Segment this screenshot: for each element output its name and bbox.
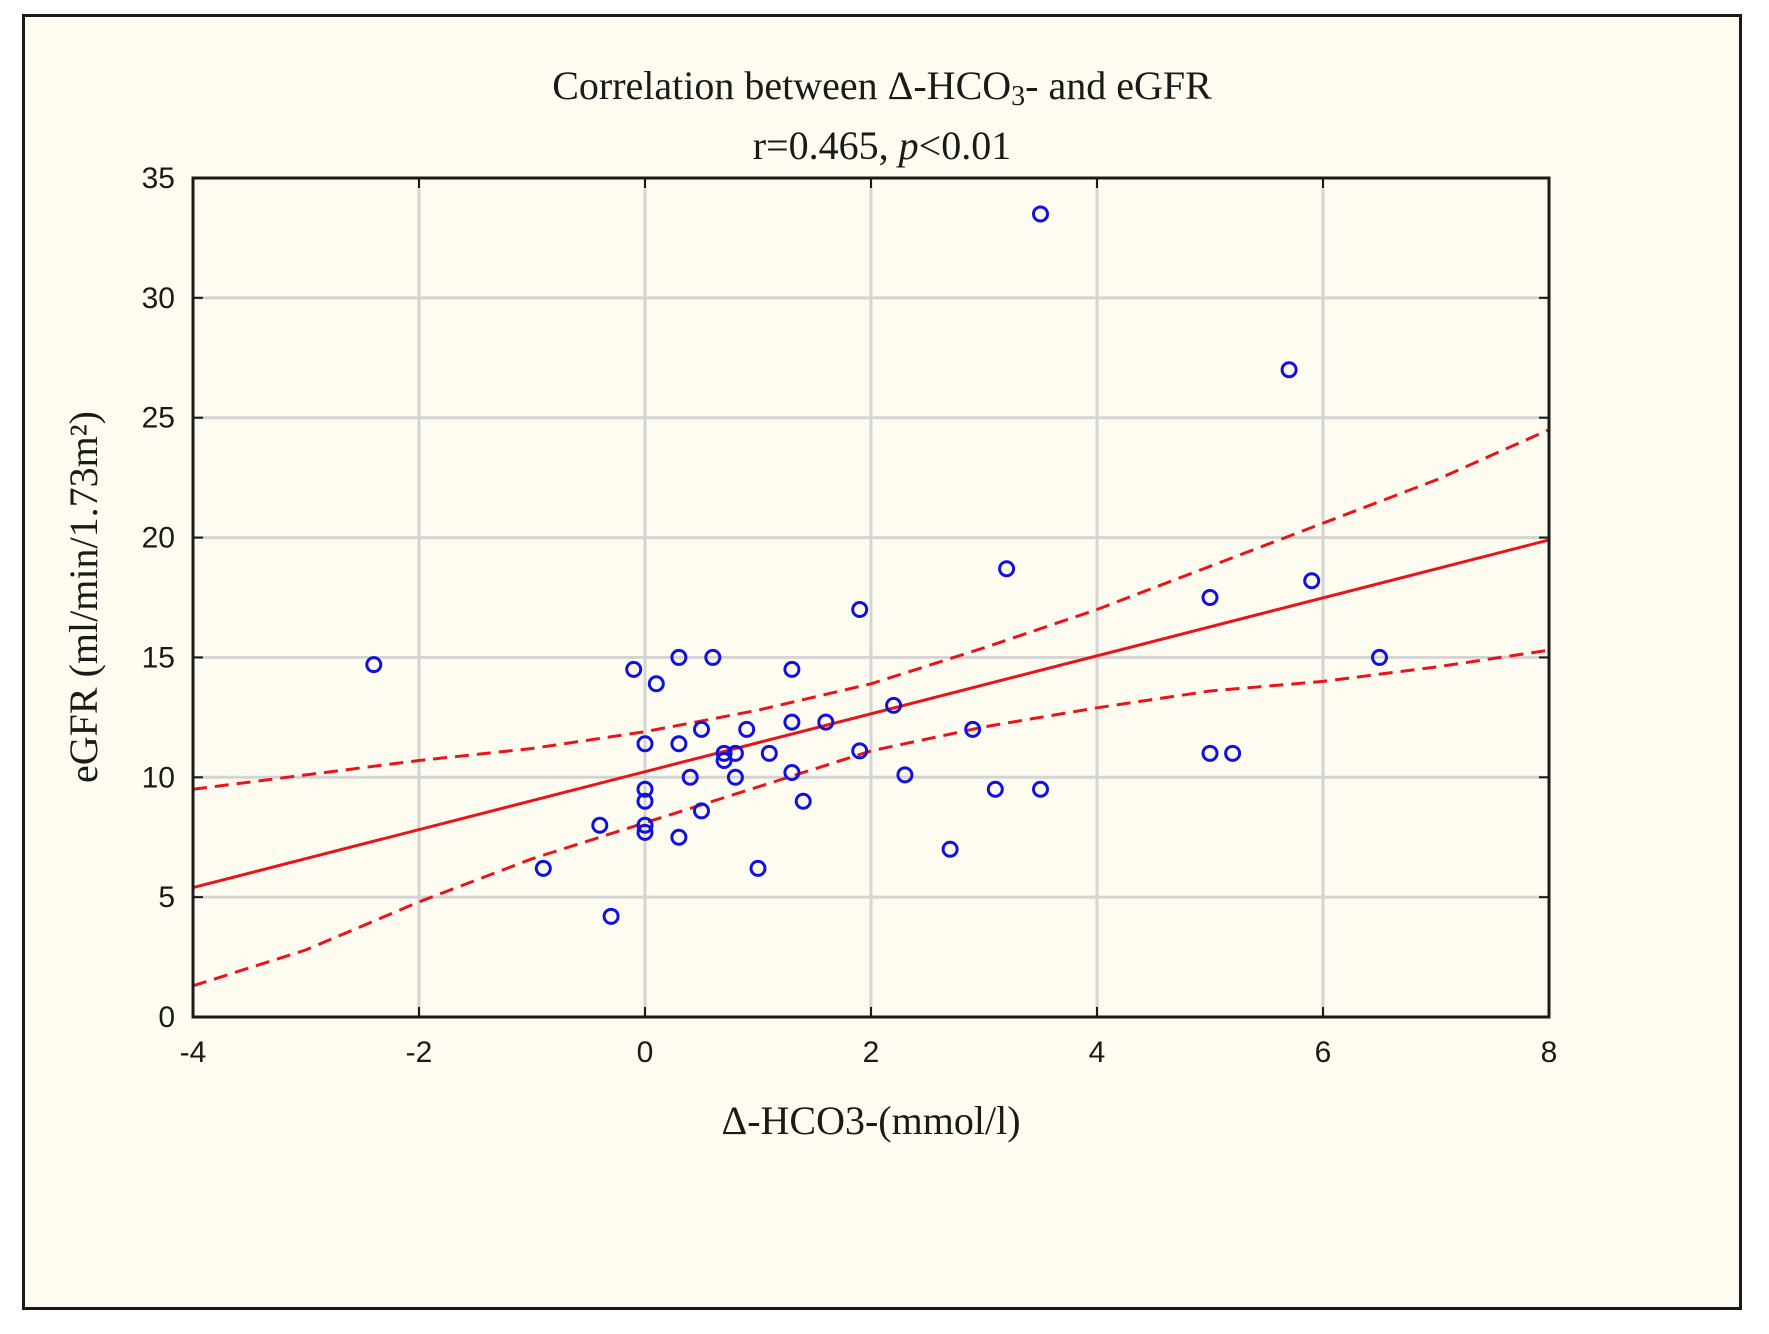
data-point (794, 792, 812, 810)
axis-ticks: -4 -2 0 2 4 6 8 0 5 10 15 20 25 30 35 (142, 162, 1558, 1069)
data-point (1224, 744, 1242, 762)
data-point (986, 780, 1004, 798)
chart-title: Correlation between Δ-HCO3- and eGFR (552, 63, 1212, 112)
y-tick-label: 35 (142, 162, 175, 195)
chart-frame: Correlation between Δ-HCO3- and eGFR r=0… (22, 14, 1742, 1310)
data-point (1280, 361, 1298, 379)
data-point (941, 840, 959, 858)
data-point (964, 720, 982, 738)
y-tick-label: 0 (158, 1001, 175, 1034)
data-point (1303, 572, 1321, 590)
data-point (704, 648, 722, 666)
data-point (670, 648, 688, 666)
data-point (738, 720, 756, 738)
y-axis-title: eGFR (ml/min/1.73m²) (61, 411, 106, 783)
scatter-chart: Correlation between Δ-HCO3- and eGFR r=0… (61, 63, 1558, 1143)
data-point (715, 744, 733, 762)
data-point (760, 744, 778, 762)
data-point (365, 656, 383, 674)
y-tick-label: 10 (142, 761, 175, 794)
regression-line (192, 538, 1550, 890)
x-tick-label: 4 (1089, 1036, 1106, 1069)
grid (193, 178, 1549, 1017)
y-tick-label: 5 (158, 881, 175, 914)
x-tick-label: 0 (637, 1036, 654, 1069)
data-point (851, 742, 869, 760)
data-point (636, 780, 654, 798)
x-tick-label: 6 (1315, 1036, 1332, 1069)
data-point (896, 766, 914, 784)
data-point (693, 720, 710, 738)
y-tick-label: 30 (142, 282, 175, 315)
data-point (851, 600, 869, 618)
data-points (365, 205, 1388, 925)
x-tick-label: -4 (180, 1036, 207, 1069)
data-point (998, 560, 1016, 578)
data-point (783, 763, 801, 781)
ci-upper-curve (192, 428, 1550, 791)
data-point (534, 859, 552, 877)
data-point (636, 735, 654, 753)
data-point (602, 907, 620, 925)
data-point (1201, 589, 1219, 606)
x-tick-label: 8 (1541, 1036, 1558, 1069)
y-tick-label: 20 (142, 522, 175, 555)
data-point (636, 792, 654, 810)
data-point (636, 823, 654, 841)
data-point (726, 768, 744, 786)
x-tick-label: 2 (863, 1036, 880, 1069)
ci-lower-curve (192, 648, 1550, 988)
x-tick-label: -2 (406, 1036, 433, 1069)
data-point (681, 768, 699, 786)
chart-subtitle: r=0.465, p<0.01 (753, 123, 1011, 168)
data-point (783, 713, 801, 731)
regression-line-group (192, 538, 1550, 890)
data-point (670, 735, 688, 753)
data-point (670, 828, 688, 846)
data-point (591, 816, 609, 834)
y-tick-label: 15 (142, 641, 175, 674)
data-point (647, 675, 665, 693)
data-point (625, 660, 643, 678)
data-point (693, 802, 710, 820)
confidence-band (192, 428, 1550, 988)
data-point (783, 660, 801, 678)
y-tick-label: 25 (142, 402, 175, 435)
data-point (1371, 648, 1388, 666)
x-axis-title: Δ-HCO3-(mmol/l) (721, 1098, 1020, 1143)
data-point (1032, 780, 1049, 798)
data-point (817, 713, 835, 731)
data-point (636, 816, 654, 834)
data-point (1032, 205, 1049, 223)
data-point (749, 859, 767, 877)
data-point (1201, 744, 1219, 762)
data-point (885, 696, 903, 714)
data-point (726, 744, 744, 762)
